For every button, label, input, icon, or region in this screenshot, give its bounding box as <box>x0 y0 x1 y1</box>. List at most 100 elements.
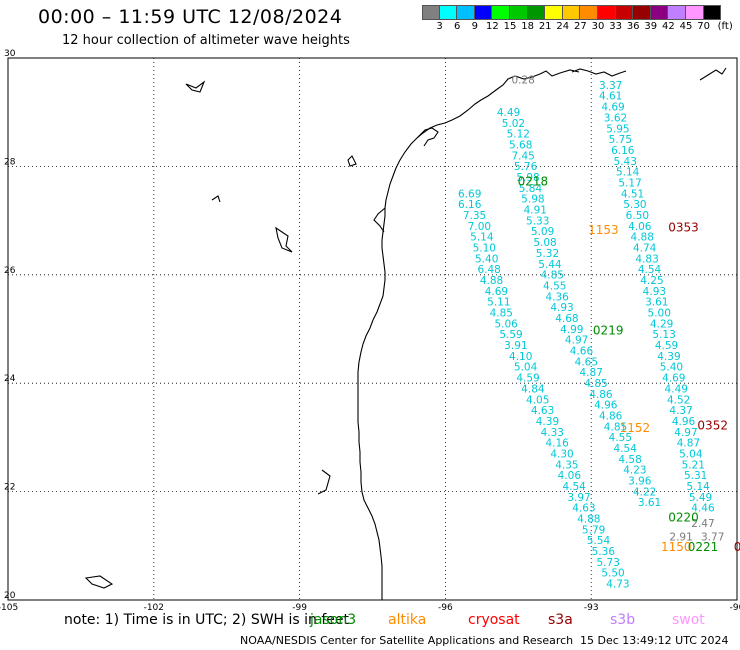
wave-height-value: 5.31 <box>684 470 707 482</box>
wave-height-value: 5.02 <box>502 118 525 130</box>
wave-height-value: 4.55 <box>609 432 632 444</box>
wave-height-value: 3.97 <box>567 492 590 504</box>
wave-height-value: 4.99 <box>560 324 583 336</box>
wave-height-value: 4.22 <box>633 486 656 498</box>
wave-height-value: 3.91 <box>504 340 527 352</box>
wave-height-value: 4.05 <box>526 394 549 406</box>
wave-height-value: 4.66 <box>570 345 594 357</box>
wave-height-value: 3.61 <box>645 297 668 309</box>
wave-height-value: 5.84 <box>519 183 543 195</box>
generation-timestamp: 15 Dec 13:49:12 UTC 2024 <box>580 634 729 647</box>
wave-height-value: 5.76 <box>514 161 538 173</box>
wave-height-value: 4.51 <box>621 188 644 200</box>
satellite-legend-item: s3a <box>548 612 573 628</box>
wave-height-value: 4.96 <box>672 416 696 428</box>
wave-height-value: 5.32 <box>536 248 559 260</box>
coastline <box>84 67 727 600</box>
coastline-bay-corpus <box>373 207 386 233</box>
scale-label: 42 <box>662 21 675 32</box>
satellite-legend-item: altika <box>388 612 427 628</box>
wave-height-value: 5.21 <box>682 459 705 471</box>
scale-label: 9 <box>471 21 478 32</box>
wave-height-value: 5.68 <box>509 140 532 152</box>
wave-height-value: 4.93 <box>550 302 573 314</box>
wave-height-value: 5.09 <box>531 226 554 238</box>
wave-height-value: 4.59 <box>655 340 678 352</box>
map-frame <box>7 57 738 601</box>
wave-height-value: 5.00 <box>648 308 671 320</box>
scale-swatch <box>439 5 458 20</box>
coastline-island-small4 <box>317 469 331 495</box>
wave-height-value: 5.54 <box>587 535 611 547</box>
wave-height-value: 5.49 <box>689 492 712 504</box>
scale-label: 33 <box>609 21 622 32</box>
wave-height-value: 4.85 <box>584 378 607 390</box>
wave-height-value: 5.08 <box>533 237 556 249</box>
wave-height-value: 4.23 <box>623 465 646 477</box>
wave-height-value: 4.84 <box>521 383 545 395</box>
coastline-lake <box>347 155 357 167</box>
wave-height-value: 4.87 <box>580 367 603 379</box>
wave-height-value: 4.96 <box>594 400 618 412</box>
wave-height-value: 4.49 <box>497 107 520 119</box>
lat-tick-label: 30 <box>4 49 16 59</box>
pass-time-label: 0221 <box>688 540 719 554</box>
lon-tick-label: -105 <box>0 603 18 613</box>
scale-label: 36 <box>626 21 640 32</box>
credit-line: NOAA/NESDIS Center for Satellite Applica… <box>240 634 574 647</box>
pass-time-label: 0220 <box>668 510 699 524</box>
pass-time-label: 0. <box>734 540 740 554</box>
wave-height-value: 4.10 <box>509 351 532 363</box>
lat-tick-label: 20 <box>4 591 16 601</box>
wave-height-value: 5.50 <box>601 568 624 580</box>
color-scale-swatches <box>422 5 722 20</box>
wave-height-value: 4.86 <box>589 389 613 401</box>
coastline-island-small2 <box>275 226 293 253</box>
map-grid <box>7 57 738 601</box>
wave-height-value: 4.46 <box>691 503 715 515</box>
scale-swatch <box>545 5 563 20</box>
wave-height-value: 4.63 <box>572 503 595 515</box>
wave-height-value: 4.88 <box>631 232 654 244</box>
scale-swatch <box>597 5 616 20</box>
coastline-island-small5 <box>211 195 221 203</box>
scale-label: 18 <box>521 21 534 32</box>
scale-swatch <box>685 5 704 20</box>
lat-tick-label: 22 <box>4 483 15 493</box>
wave-height-value: 4.91 <box>524 205 547 217</box>
wave-height-value: 4.65 <box>575 356 598 368</box>
lon-tick-label: -90 <box>730 603 740 613</box>
wave-height-value: 5.95 <box>606 123 629 135</box>
wave-height-value: 3.77 <box>701 531 724 543</box>
pass-time-label: 1150 <box>661 540 692 554</box>
lon-tick-label: -102 <box>144 603 164 613</box>
scale-label: 30 <box>591 21 605 32</box>
wave-height-value: 4.69 <box>662 373 685 385</box>
wave-height-value: 4.54 <box>614 443 638 455</box>
scale-label: 70 <box>697 21 710 32</box>
wave-height-value: 5.98 <box>516 172 539 184</box>
wave-height-value: 4.54 <box>638 264 662 276</box>
coastline-gulf <box>357 69 580 600</box>
scale-swatch <box>580 5 598 20</box>
wave-height-value: 4.61 <box>599 91 622 103</box>
wave-height-value: 2.91 <box>669 531 692 543</box>
page-subtitle: 12 hour collection of altimeter wave hei… <box>62 33 350 48</box>
scale-label: 24 <box>556 21 570 32</box>
coastline-island-small3 <box>84 575 114 589</box>
wave-height-value: 5.12 <box>507 129 530 141</box>
satellite-legend-item: jason3 <box>310 612 357 628</box>
wave-height-value: 5.10 <box>473 242 496 254</box>
wave-height-value: 4.06 <box>628 221 652 233</box>
wave-height-value: 4.30 <box>550 448 573 460</box>
wave-height-value: 5.36 <box>592 546 616 558</box>
wave-height-value: 4.25 <box>640 275 663 287</box>
wave-height-value: 5.79 <box>582 524 605 536</box>
wave-height-value: 4.39 <box>657 351 680 363</box>
coastline-island-small1 <box>185 80 206 93</box>
wave-height-value: 4.16 <box>545 438 569 450</box>
wave-height-value: 4.06 <box>558 470 582 482</box>
scale-label: 12 <box>486 21 499 32</box>
wave-height-value: 4.29 <box>650 318 673 330</box>
color-scale: 3 6 9 12 15 18 21 24 27 30 33 36 39 42 45 70 (ft) <box>422 5 733 34</box>
